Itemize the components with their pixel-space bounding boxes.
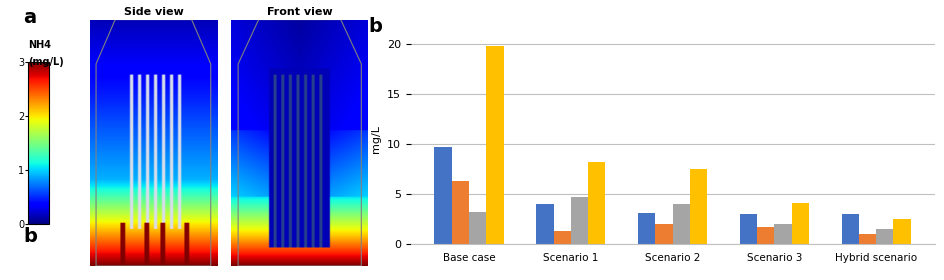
- Text: Side view: Side view: [124, 7, 183, 17]
- Text: NH4: NH4: [28, 40, 51, 50]
- Bar: [469, 212, 486, 244]
- Bar: [434, 147, 452, 244]
- Bar: [690, 169, 707, 244]
- Bar: [588, 162, 605, 244]
- Bar: [876, 228, 893, 244]
- Text: b: b: [369, 17, 382, 36]
- Bar: [536, 204, 553, 244]
- Bar: [757, 227, 774, 244]
- Bar: [859, 234, 876, 244]
- Bar: [638, 213, 655, 244]
- Text: Front view: Front view: [267, 7, 332, 17]
- Bar: [452, 181, 469, 244]
- Bar: [553, 231, 571, 244]
- Text: (mg/L): (mg/L): [28, 57, 64, 67]
- Bar: [486, 46, 504, 244]
- Bar: [792, 203, 809, 244]
- Text: b: b: [24, 227, 38, 246]
- Text: a: a: [24, 8, 37, 27]
- Bar: [841, 214, 859, 244]
- Bar: [893, 219, 911, 244]
- Y-axis label: mg/L: mg/L: [371, 125, 381, 153]
- Bar: [740, 214, 757, 244]
- Bar: [655, 224, 673, 244]
- Bar: [774, 224, 792, 244]
- Bar: [571, 197, 588, 244]
- Bar: [672, 204, 690, 244]
